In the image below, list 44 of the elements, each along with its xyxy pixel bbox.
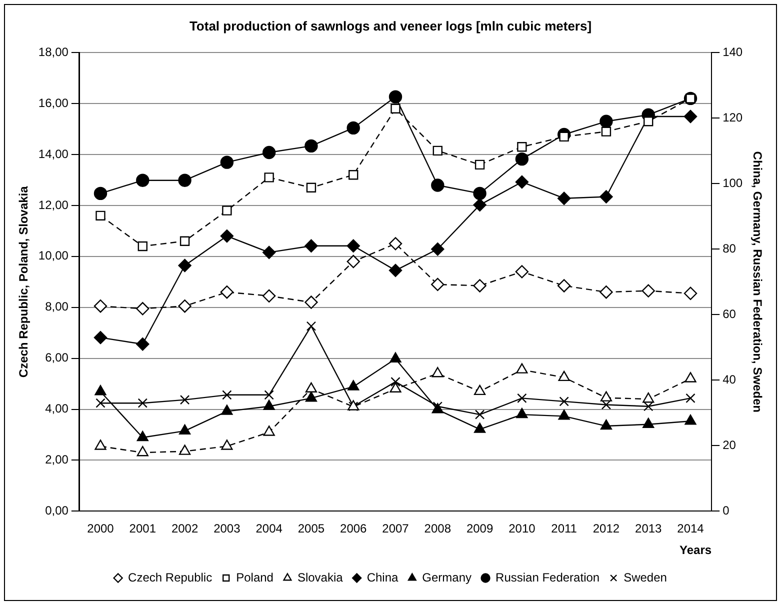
legend-label: China [366,570,398,584]
y2-tick-label: 0 [722,504,730,518]
y-tick-label: 0,00 [45,504,69,518]
chart-title: Total production of sawnlogs and veneer logs [mln cubic meters] [189,18,592,34]
legend-label: Germany [422,570,472,584]
x-tick-label: 2011 [551,522,578,536]
y2-tick-label: 100 [722,176,743,190]
y-tick-label: 8,00 [45,300,69,314]
x-tick-label: 2004 [256,522,283,536]
y2-axis-title: China, Germany, Russian Federation, Sweden [750,151,764,412]
y-tick-label: 6,00 [45,350,69,365]
x-tick-label: 2014 [677,522,704,536]
y2-tick-label: 40 [722,372,736,386]
x-tick-label: 2006 [340,522,368,536]
y-tick-label: 18,00 [38,44,69,59]
y2-tick-label: 140 [722,44,743,59]
x-tick-label: 2005 [298,522,325,536]
x-tick-label: 2012 [592,522,620,536]
legend-label: Poland [236,570,274,584]
x-tick-label: 2003 [214,522,241,536]
y-tick-label: 2,00 [45,452,69,467]
x-axis-title: Years [680,543,712,558]
y2-tick-label: 120 [722,110,743,124]
legend-label: Sweden [624,570,667,584]
y2-tick-label: 60 [722,306,736,321]
legend-label: Slovakia [297,570,344,584]
y-axis-title: Czech Republic, Poland, Slovakia [16,186,31,378]
y-tick-label: 4,00 [45,402,69,416]
x-tick-label: 2001 [129,522,156,536]
y-tick-label: 16,00 [38,96,69,110]
x-tick-label: 2000 [87,522,114,536]
x-tick-label: 2002 [171,522,198,536]
legend-label: Russian Federation [496,570,600,584]
y-tick-label: 12,00 [38,198,69,212]
y-tick-label: 10,00 [38,248,69,263]
x-tick-label: 2009 [466,522,494,536]
y2-tick-label: 20 [722,438,736,452]
legend-label: Czech Republic [128,570,212,584]
y-tick-label: 14,00 [38,146,69,161]
x-tick-label: 2008 [424,522,452,536]
x-tick-label: 2010 [508,522,536,536]
x-tick-label: 2013 [635,522,662,536]
x-tick-label: 2007 [382,522,410,536]
y2-tick-label: 80 [722,241,736,256]
